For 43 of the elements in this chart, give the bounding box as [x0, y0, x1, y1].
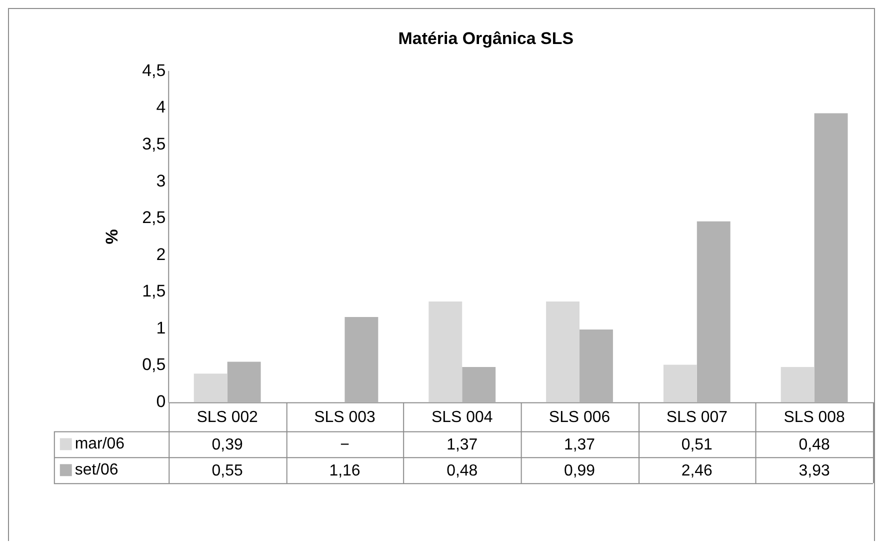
legend-label: mar/06	[74, 436, 125, 453]
bar	[344, 316, 378, 402]
y-tick-label: 4,5	[142, 60, 166, 80]
data-label: 3,93	[798, 462, 830, 480]
text: −	[340, 436, 350, 454]
bar	[696, 221, 730, 402]
x-tick-label: SLS 006	[548, 409, 610, 426]
data-label: 0,48	[798, 436, 830, 454]
data-label: 2,46	[681, 462, 713, 480]
x-tick-label: SLS 007	[666, 409, 728, 426]
data-label: 0,51	[681, 436, 713, 454]
data-label: 0,55	[212, 462, 243, 480]
x-tick-label: SLS 004	[432, 409, 493, 426]
y-tick-label: 0,5	[142, 355, 166, 374]
bar	[194, 374, 228, 402]
x-tick-label: SLS 008	[784, 409, 846, 426]
y-axis-title: %	[102, 229, 122, 244]
legend-label: set/06	[74, 462, 118, 479]
data-label: 0,48	[446, 462, 478, 480]
y-tick-label: 2	[156, 244, 166, 264]
data-label: 1,16	[329, 462, 360, 480]
x-tick-label: SLS 003	[314, 409, 376, 426]
bar	[428, 301, 462, 402]
y-tick-label: 1,5	[142, 282, 166, 301]
data-label: 0,99	[564, 462, 596, 480]
y-tick-label: 3	[156, 171, 166, 190]
bar	[580, 329, 613, 402]
y-tick-label: 4	[156, 98, 166, 117]
y-tick-label: 0	[156, 392, 166, 411]
data-label: 1,37	[564, 436, 596, 454]
bar	[780, 366, 814, 402]
bar	[546, 301, 580, 402]
y-tick-label: 3,5	[142, 134, 166, 154]
chart-title: Matéria Orgânica SLS	[398, 28, 574, 48]
y-tick-label: 2,5	[142, 208, 166, 228]
y-tick-label: 1	[156, 318, 166, 338]
data-label: 0,39	[212, 436, 243, 454]
bar	[663, 364, 697, 402]
bar	[462, 366, 496, 402]
bar	[814, 113, 848, 402]
bar	[227, 362, 261, 402]
x-tick-label: SLS 002	[196, 409, 258, 426]
data-label: 1,37	[446, 436, 478, 454]
